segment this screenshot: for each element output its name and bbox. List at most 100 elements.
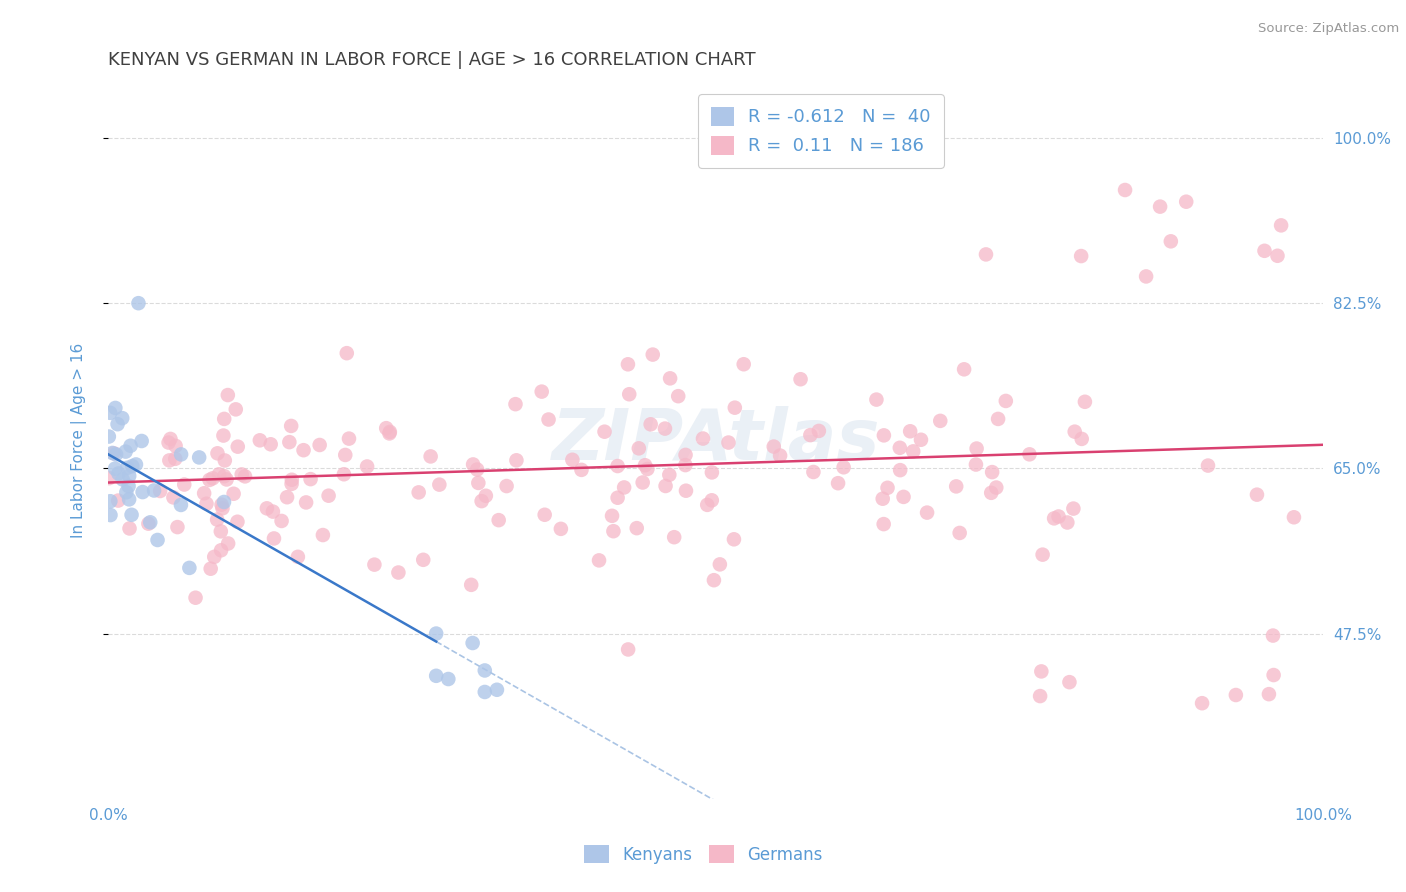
Point	[198, 473, 221, 487]
Point	[893, 490, 915, 504]
Point	[127, 296, 149, 310]
Point	[98, 494, 121, 508]
Point	[157, 453, 180, 467]
Point	[673, 458, 696, 472]
Point	[1197, 458, 1219, 473]
Point	[107, 493, 129, 508]
Point	[226, 440, 249, 454]
Point	[537, 412, 560, 426]
Point	[165, 451, 187, 466]
Point	[97, 429, 120, 443]
Point	[1267, 249, 1289, 263]
Legend: Kenyans, Germans: Kenyans, Germans	[576, 838, 830, 871]
Point	[111, 472, 134, 486]
Point	[915, 506, 938, 520]
Point	[262, 505, 284, 519]
Text: Source: ZipAtlas.com: Source: ZipAtlas.com	[1258, 22, 1399, 36]
Point	[166, 520, 188, 534]
Point	[215, 473, 238, 487]
Point	[966, 442, 988, 456]
Point	[617, 642, 640, 657]
Point	[634, 458, 657, 473]
Point	[214, 453, 236, 467]
Point	[337, 432, 360, 446]
Point	[495, 479, 517, 493]
Point	[209, 524, 232, 539]
Point	[1031, 665, 1053, 679]
Point	[225, 402, 247, 417]
Point	[617, 357, 640, 371]
Point	[627, 442, 650, 456]
Point	[214, 469, 236, 483]
Point	[789, 372, 811, 386]
Point	[1175, 194, 1198, 209]
Point	[898, 424, 921, 438]
Point	[121, 459, 143, 474]
Point	[593, 425, 616, 439]
Point	[474, 664, 496, 678]
Point	[1270, 219, 1292, 233]
Point	[292, 443, 315, 458]
Point	[1070, 432, 1092, 446]
Point	[606, 458, 628, 473]
Point	[146, 533, 169, 547]
Point	[709, 558, 731, 572]
Point	[308, 438, 330, 452]
Point	[104, 461, 127, 475]
Point	[467, 475, 489, 490]
Point	[666, 389, 689, 403]
Point	[488, 513, 510, 527]
Point	[461, 636, 484, 650]
Point	[131, 434, 153, 448]
Point	[299, 472, 322, 486]
Point	[104, 401, 127, 415]
Point	[550, 522, 572, 536]
Point	[505, 397, 527, 411]
Point	[724, 401, 747, 415]
Point	[889, 441, 911, 455]
Point	[120, 439, 142, 453]
Point	[571, 463, 593, 477]
Point	[143, 483, 166, 498]
Point	[256, 501, 278, 516]
Point	[378, 425, 401, 439]
Point	[280, 476, 302, 491]
Point	[981, 465, 1004, 479]
Point	[375, 421, 398, 435]
Point	[118, 521, 141, 535]
Point	[212, 428, 235, 442]
Point	[131, 485, 153, 500]
Point	[211, 498, 233, 512]
Point	[170, 498, 193, 512]
Point	[827, 476, 849, 491]
Point	[173, 477, 195, 491]
Text: KENYAN VS GERMAN IN LABOR FORCE | AGE > 16 CORRELATION CHART: KENYAN VS GERMAN IN LABOR FORCE | AGE > …	[108, 51, 755, 69]
Point	[149, 483, 172, 498]
Point	[363, 558, 385, 572]
Point	[505, 453, 527, 467]
Point	[263, 532, 285, 546]
Point	[929, 414, 952, 428]
Point	[419, 450, 441, 464]
Point	[530, 384, 553, 399]
Point	[408, 485, 430, 500]
Point	[872, 491, 894, 506]
Point	[974, 247, 997, 261]
Point	[1258, 687, 1281, 701]
Point	[461, 458, 484, 472]
Point	[1032, 548, 1054, 562]
Point	[115, 460, 138, 475]
Point	[1062, 501, 1084, 516]
Point	[295, 495, 318, 509]
Point	[103, 446, 125, 460]
Point	[209, 543, 232, 558]
Point	[118, 492, 141, 507]
Point	[675, 448, 697, 462]
Point	[118, 469, 141, 483]
Y-axis label: In Labor Force | Age > 16: In Labor Force | Age > 16	[72, 343, 87, 538]
Point	[111, 411, 134, 425]
Point	[100, 508, 122, 522]
Point	[949, 525, 972, 540]
Point	[208, 467, 231, 482]
Point	[425, 626, 447, 640]
